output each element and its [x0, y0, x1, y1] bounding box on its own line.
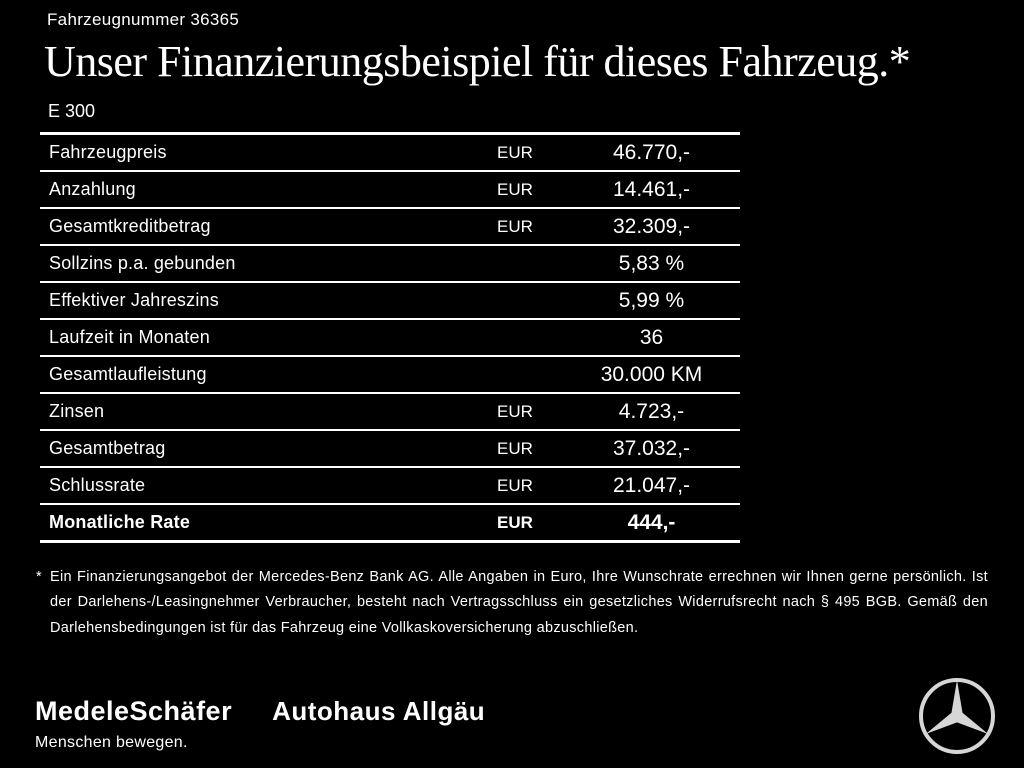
row-monatliche-rate: Monatliche Rate EUR 444,-: [40, 505, 740, 543]
vehicle-model: E 300: [48, 101, 96, 121]
row-gesamtbetrag: Gesamtbetrag EUR 37.032,-: [40, 431, 740, 468]
finance-table: Fahrzeugpreis EUR 46.770,- Anzahlung EUR…: [40, 132, 740, 543]
mercedes-star-icon: [917, 676, 997, 756]
vehicle-number: Fahrzeugnummer 36365: [47, 10, 240, 29]
row-value: 5,99 %: [618, 288, 685, 312]
row-effektiver-jahreszins: Effektiver Jahreszins 5,99 %: [40, 283, 740, 320]
row-anzahlung: Anzahlung EUR 14.461,-: [40, 172, 740, 209]
row-label: Gesamtkreditbetrag: [49, 216, 211, 236]
dealer-footer: MedeleSchäfer Autohaus Allgäu Menschen b…: [35, 696, 485, 752]
row-label: Effektiver Jahreszins: [49, 290, 219, 310]
row-value: 30.000 KM: [600, 362, 703, 386]
row-label: Zinsen: [49, 401, 105, 421]
row-label: Monatliche Rate: [49, 512, 191, 532]
dealer-logo-medele-schaefer: MedeleSchäfer: [35, 696, 233, 726]
row-value: 5,83 %: [618, 251, 685, 275]
row-schlussrate: Schlussrate EUR 21.047,-: [40, 468, 740, 505]
row-currency: EUR: [497, 216, 533, 236]
row-label: Laufzeit in Monaten: [49, 327, 210, 347]
row-gesamtkreditbetrag: Gesamtkreditbetrag EUR 32.309,-: [40, 209, 740, 246]
row-value: 36: [639, 325, 664, 349]
row-value: 444,-: [627, 510, 676, 534]
row-label: Sollzins p.a. gebunden: [49, 253, 236, 273]
row-currency: EUR: [497, 438, 533, 458]
row-laufzeit: Laufzeit in Monaten 36: [40, 320, 740, 357]
row-currency: EUR: [497, 475, 533, 495]
row-fahrzeugpreis: Fahrzeugpreis EUR 46.770,-: [40, 135, 740, 172]
row-currency: EUR: [497, 512, 533, 532]
row-value: 46.770,-: [612, 140, 691, 164]
legal-footnote: * Ein Finanzierungsangebot der Mercedes-…: [36, 565, 988, 641]
row-currency: EUR: [497, 179, 533, 199]
row-label: Gesamtlaufleistung: [49, 364, 207, 384]
dealer-logo-autohaus-allgaeu: Autohaus Allgäu: [272, 696, 486, 726]
row-currency: EUR: [497, 401, 533, 421]
dealer-tagline: Menschen bewegen.: [35, 734, 188, 751]
row-label: Schlussrate: [49, 475, 146, 495]
row-label: Fahrzeugpreis: [49, 142, 167, 162]
row-label: Anzahlung: [49, 179, 136, 199]
row-value: 37.032,-: [612, 436, 691, 460]
row-zinsen: Zinsen EUR 4.723,-: [40, 394, 740, 431]
row-value: 21.047,-: [612, 473, 691, 497]
row-gesamtlaufleistung: Gesamtlaufleistung 30.000 KM: [40, 357, 740, 394]
row-currency: EUR: [497, 142, 533, 162]
row-label: Gesamtbetrag: [49, 438, 166, 458]
row-value: 14.461,-: [612, 177, 691, 201]
row-value: 32.309,-: [612, 214, 691, 238]
row-sollzins: Sollzins p.a. gebunden 5,83 %: [40, 246, 740, 283]
footnote-marker: *: [36, 569, 42, 585]
page-title: Unser Finanzierungsbeispiel für dieses F…: [44, 37, 911, 86]
footnote-text: Ein Finanzierungsangebot der Mercedes-Be…: [50, 569, 988, 636]
dealer-logos: MedeleSchäfer Autohaus Allgäu: [35, 696, 485, 727]
row-value: 4.723,-: [618, 399, 685, 423]
